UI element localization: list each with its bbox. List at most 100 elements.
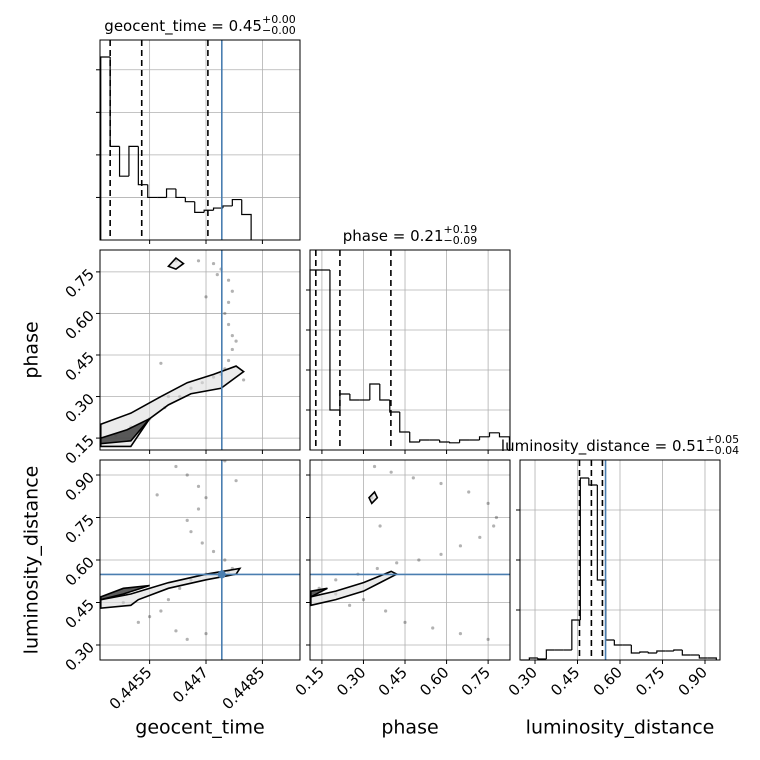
panel-title: geocent_time = 0.45+0.00 −0.00 [104,13,295,37]
sample-point [204,496,208,500]
y-axis-label: phase [21,321,43,378]
histogram-step [579,477,589,620]
histogram-step [389,400,400,413]
truth-point [217,570,226,579]
histogram-step [222,205,233,209]
sample-point [431,626,435,630]
sample-point [215,273,219,277]
sample-point [384,609,388,613]
sample-point [174,464,178,469]
histogram-step [488,432,500,437]
x-tick-label: 0.90 [675,663,711,699]
histogram-step [596,485,606,581]
histogram-step [203,209,214,213]
x-tick-label: 0.30 [505,663,541,699]
panel-content [310,464,499,641]
histogram-step [673,649,683,651]
x-tick-label: 0.45 [547,663,583,699]
x-tick-label: 0.45 [375,663,411,699]
histogram-step [128,145,139,177]
histogram-step [630,645,640,654]
histogram-panel: 0.30 0.45 0.60 0.75 0.90 luminosity_distance … [501,433,739,739]
sample-point [389,470,393,474]
histogram-step [681,650,691,656]
sample-point [223,311,227,316]
y-tick-label: 0.75 [62,265,98,301]
sample-point [226,300,231,304]
sample-point [492,524,496,528]
panel-frame [309,459,511,661]
histogram-step [571,619,581,650]
histogram-step [656,650,666,653]
sample-point [166,598,171,602]
sample-point [226,322,231,327]
sample-point [372,464,377,469]
histogram-panel: geocent_time = 0.45+0.00 −0.00 [96,13,301,244]
sample-point [211,549,216,554]
sample-point [155,493,159,497]
x-tick-label: 0.447 [169,663,212,706]
sample-point [185,518,189,522]
sample-point [467,490,471,494]
y-tick-label: 0.90 [62,468,98,504]
sample-point [174,629,178,633]
x-tick-label: 0.60 [416,663,452,699]
panel-frame [99,249,301,451]
pair-panel: 0.15 0.30 0.45 0.60 0.75 phase [21,249,301,468]
sample-point [234,479,238,483]
y-tick-label: 0.15 [62,431,98,467]
panel-title: luminosity_distance = 0.51+0.05 −0.04 [501,433,739,457]
sample-point [136,620,140,624]
histogram-step [588,478,598,486]
y-tick-label: 0.45 [62,348,98,384]
title-sub: −0.04 [705,444,739,457]
histogram-step [439,440,450,443]
histogram-step [241,199,252,240]
y-tick-label: 0.30 [62,390,98,426]
x-tick-label: 0.75 [632,663,668,699]
title-main: luminosity_distance = 0.51 [501,437,705,456]
sample-point [230,347,234,352]
sample-point [417,558,421,562]
histogram-step [399,412,410,433]
sample-point [223,558,227,562]
histogram-step [545,649,555,659]
y-tick-label: 0.75 [62,511,98,547]
sample-point [395,561,399,565]
panel-content [100,256,246,448]
y-axis-label: luminosity_distance [21,466,43,655]
contour [310,587,328,599]
sample-point [230,333,234,338]
sample-point [439,552,443,556]
sample-point [196,259,201,263]
histogram-step [100,56,111,240]
sample-point [189,530,193,534]
contour [167,256,185,271]
x-tick-label: 0.4485 [219,663,269,713]
sample-point [478,535,482,539]
panel-title: phase = 0.21+0.19 −0.09 [343,223,478,247]
histogram-step [329,270,340,411]
histogram-step [458,439,470,443]
histogram-step [165,188,176,198]
y-tick-label: 0.60 [62,307,98,343]
sample-point [178,586,182,590]
x-tick-label: 0.4455 [106,663,156,713]
title-sub: −0.00 [262,24,296,37]
histogram-step [419,439,430,442]
x-tick-label: 0.30 [333,663,369,699]
histogram-step [707,657,717,660]
sample-point [159,609,163,613]
sample-point [226,358,231,363]
contour [100,584,150,601]
sample-point [439,481,443,486]
panel-content [100,460,242,641]
sample-point [211,261,216,266]
sample-point [458,632,463,636]
sample-point [411,476,415,480]
histogram-step [478,436,490,440]
title-sup: +0.05 [705,433,739,446]
sample-point [378,524,382,528]
sample-point [204,295,208,299]
